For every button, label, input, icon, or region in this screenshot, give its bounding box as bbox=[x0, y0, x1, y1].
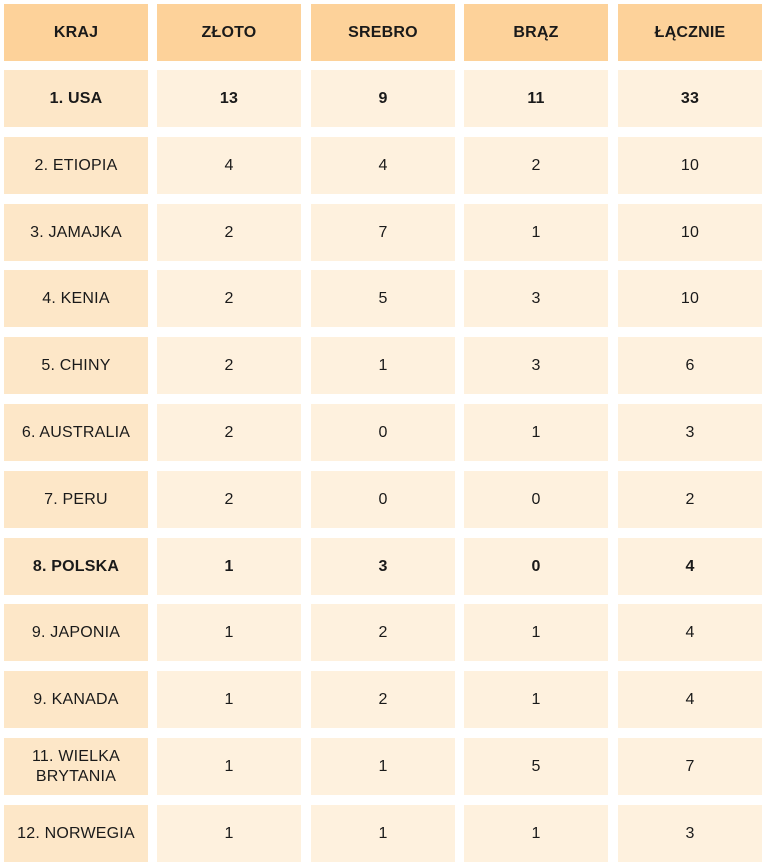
table-cell-total: 7 bbox=[618, 738, 762, 795]
table-cell-gold: 2 bbox=[157, 270, 301, 327]
table-cell-total: 3 bbox=[618, 805, 762, 862]
table-cell-gold: 2 bbox=[157, 404, 301, 461]
table-cell-silver: 1 bbox=[311, 738, 455, 795]
table-cell-total: 10 bbox=[618, 137, 762, 194]
table-cell-gold: 2 bbox=[157, 204, 301, 261]
table-row-country: 3. JAMAJKA bbox=[4, 204, 148, 261]
table-cell-bronze: 3 bbox=[464, 270, 608, 327]
table-cell-silver: 0 bbox=[311, 471, 455, 528]
table-row-country: 8. POLSKA bbox=[4, 538, 148, 595]
table-cell-bronze: 3 bbox=[464, 337, 608, 394]
table-row-country: 7. PERU bbox=[4, 471, 148, 528]
column-header-bronze: BRĄZ bbox=[464, 4, 608, 61]
table-cell-total: 4 bbox=[618, 604, 762, 661]
table-cell-bronze: 2 bbox=[464, 137, 608, 194]
table-row-country: 4. KENIA bbox=[4, 270, 148, 327]
table-cell-gold: 1 bbox=[157, 738, 301, 795]
table-cell-total: 10 bbox=[618, 204, 762, 261]
table-cell-gold: 4 bbox=[157, 137, 301, 194]
table-cell-bronze: 1 bbox=[464, 604, 608, 661]
table-row-country: 6. AUSTRALIA bbox=[4, 404, 148, 461]
table-cell-gold: 1 bbox=[157, 805, 301, 862]
table-cell-total: 3 bbox=[618, 404, 762, 461]
table-cell-bronze: 1 bbox=[464, 671, 608, 728]
table-row-country: 9. KANADA bbox=[4, 671, 148, 728]
table-cell-gold: 2 bbox=[157, 471, 301, 528]
table-cell-gold: 1 bbox=[157, 671, 301, 728]
table-cell-silver: 5 bbox=[311, 270, 455, 327]
table-cell-total: 10 bbox=[618, 270, 762, 327]
table-cell-silver: 1 bbox=[311, 805, 455, 862]
table-row-country: 2. ETIOPIA bbox=[4, 137, 148, 194]
table-cell-silver: 0 bbox=[311, 404, 455, 461]
table-cell-bronze: 1 bbox=[464, 805, 608, 862]
column-header-gold: ZŁOTO bbox=[157, 4, 301, 61]
table-row-country: 1. USA bbox=[4, 70, 148, 127]
column-header-silver: SREBRO bbox=[311, 4, 455, 61]
table-cell-silver: 9 bbox=[311, 70, 455, 127]
table-cell-total: 2 bbox=[618, 471, 762, 528]
column-header-total: ŁĄCZNIE bbox=[618, 4, 762, 61]
column-header-country: KRAJ bbox=[4, 4, 148, 61]
table-cell-bronze: 1 bbox=[464, 204, 608, 261]
table-cell-silver: 2 bbox=[311, 671, 455, 728]
table-cell-gold: 2 bbox=[157, 337, 301, 394]
table-cell-silver: 7 bbox=[311, 204, 455, 261]
table-row-country: 11. WIELKA BRYTANIA bbox=[4, 738, 148, 795]
table-cell-total: 4 bbox=[618, 538, 762, 595]
table-cell-total: 6 bbox=[618, 337, 762, 394]
table-cell-gold: 1 bbox=[157, 604, 301, 661]
table-row-country: 9. JAPONIA bbox=[4, 604, 148, 661]
table-cell-silver: 2 bbox=[311, 604, 455, 661]
table-cell-bronze: 0 bbox=[464, 471, 608, 528]
table-cell-total: 33 bbox=[618, 70, 762, 127]
table-cell-silver: 3 bbox=[311, 538, 455, 595]
table-cell-bronze: 1 bbox=[464, 404, 608, 461]
table-cell-silver: 1 bbox=[311, 337, 455, 394]
table-row-country: 5. CHINY bbox=[4, 337, 148, 394]
table-cell-gold: 1 bbox=[157, 538, 301, 595]
table-cell-bronze: 11 bbox=[464, 70, 608, 127]
table-cell-gold: 13 bbox=[157, 70, 301, 127]
table-cell-bronze: 5 bbox=[464, 738, 608, 795]
table-cell-silver: 4 bbox=[311, 137, 455, 194]
table-cell-bronze: 0 bbox=[464, 538, 608, 595]
table-cell-total: 4 bbox=[618, 671, 762, 728]
table-row-country: 12. NORWEGIA bbox=[4, 805, 148, 862]
